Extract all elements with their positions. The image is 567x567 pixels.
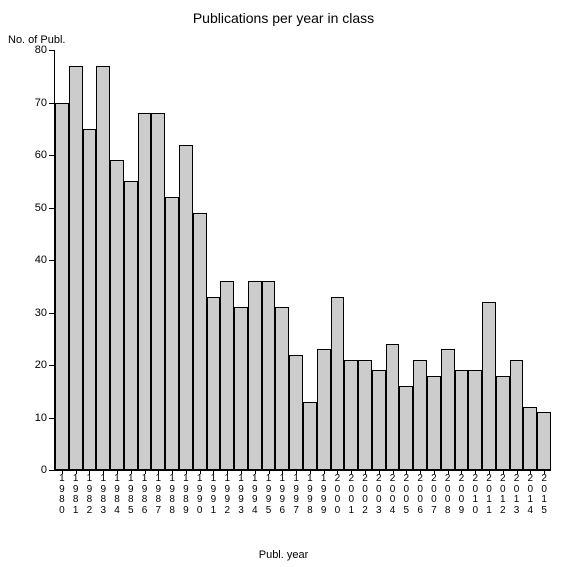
bar	[55, 103, 69, 471]
x-tick-label: 1 9 8 2	[83, 474, 96, 516]
bar	[138, 113, 152, 470]
x-tick-label: 2 0 1 3	[510, 474, 523, 516]
x-tick-label: 1 9 8 4	[111, 474, 124, 516]
bar	[69, 66, 83, 470]
x-axis-label: Publ. year	[0, 549, 567, 561]
y-tick	[49, 103, 55, 104]
y-tick	[49, 260, 55, 261]
chart-title: Publications per year in class	[0, 10, 567, 26]
y-tick	[49, 50, 55, 51]
x-tick-label: 1 9 9 7	[290, 474, 303, 516]
x-tick-label: 2 0 1 1	[483, 474, 496, 516]
y-tick	[49, 313, 55, 314]
x-tick-label: 1 9 9 4	[248, 474, 261, 516]
y-tick	[49, 155, 55, 156]
bar	[523, 407, 537, 470]
y-tick-label: 80	[35, 44, 47, 56]
x-tick-label: 2 0 1 2	[496, 474, 509, 516]
bar	[165, 197, 179, 470]
bar	[372, 370, 386, 470]
x-tick-label: 1 9 8 7	[152, 474, 165, 516]
bar	[262, 281, 276, 470]
bar	[358, 360, 372, 470]
bar	[151, 113, 165, 470]
y-tick-label: 10	[35, 412, 47, 424]
x-tick-label: 2 0 0 2	[359, 474, 372, 516]
bar	[468, 370, 482, 470]
bar	[289, 355, 303, 471]
x-tick-label: 1 9 8 1	[69, 474, 82, 516]
x-tick-label: 1 9 9 6	[276, 474, 289, 516]
y-tick-label: 60	[35, 149, 47, 161]
bar	[441, 349, 455, 470]
x-tick-label: 1 9 8 3	[97, 474, 110, 516]
x-tick-label: 1 9 9 8	[303, 474, 316, 516]
x-tick-label: 2 0 1 5	[538, 474, 551, 516]
x-tick-label: 1 9 8 0	[55, 474, 68, 516]
x-tick-label: 2 0 0 7	[427, 474, 440, 516]
x-tick-label: 2 0 0 9	[455, 474, 468, 516]
y-tick-label: 0	[41, 464, 47, 476]
bar	[207, 297, 221, 470]
bar	[124, 181, 138, 470]
x-tick-label: 2 0 1 4	[524, 474, 537, 516]
y-tick	[49, 418, 55, 419]
bar	[413, 360, 427, 470]
bar	[275, 307, 289, 470]
y-tick	[49, 208, 55, 209]
bar	[83, 129, 97, 470]
bar	[386, 344, 400, 470]
x-tick-label: 2 0 0 5	[400, 474, 413, 516]
x-tick-label: 1 9 9 1	[207, 474, 220, 516]
x-tick-label: 2 0 0 0	[331, 474, 344, 516]
x-tick-label: 1 9 8 6	[138, 474, 151, 516]
y-tick-label: 20	[35, 359, 47, 371]
y-tick-label: 40	[35, 254, 47, 266]
x-tick-label: 1 9 8 8	[166, 474, 179, 516]
bar	[496, 376, 510, 471]
bar	[248, 281, 262, 470]
x-tick-label: 1 9 9 9	[317, 474, 330, 516]
bar	[455, 370, 469, 470]
bar	[110, 160, 124, 470]
bar	[399, 386, 413, 470]
x-tick-label: 2 0 1 0	[469, 474, 482, 516]
y-tick-label: 30	[35, 307, 47, 319]
bar	[234, 307, 248, 470]
bar	[303, 402, 317, 470]
y-tick-label: 70	[35, 97, 47, 109]
y-tick-label: 50	[35, 202, 47, 214]
bar	[179, 145, 193, 471]
bar	[193, 213, 207, 470]
x-tick-label: 2 0 0 6	[414, 474, 427, 516]
x-tick-label: 1 9 9 3	[235, 474, 248, 516]
x-tick-label: 1 9 9 5	[262, 474, 275, 516]
x-tick-label: 2 0 0 8	[441, 474, 454, 516]
bar	[96, 66, 110, 470]
bar	[427, 376, 441, 471]
x-tick-label: 1 9 8 9	[179, 474, 192, 516]
plot-area: 010203040506070801 9 8 01 9 8 11 9 8 21 …	[54, 50, 551, 471]
bar	[344, 360, 358, 470]
bar	[537, 412, 551, 470]
x-tick-label: 2 0 0 3	[372, 474, 385, 516]
bar	[220, 281, 234, 470]
x-tick-label: 1 9 9 2	[221, 474, 234, 516]
bars-group	[55, 50, 551, 470]
y-tick	[49, 365, 55, 366]
bar	[331, 297, 345, 470]
x-tick-label: 2 0 0 4	[386, 474, 399, 516]
bar	[510, 360, 524, 470]
x-tick-label: 1 9 8 5	[124, 474, 137, 516]
bar	[482, 302, 496, 470]
y-tick	[49, 470, 55, 471]
x-tick-label: 2 0 0 1	[345, 474, 358, 516]
bar	[317, 349, 331, 470]
chart-container: Publications per year in class No. of Pu…	[0, 0, 567, 567]
x-tick-label: 1 9 9 0	[193, 474, 206, 516]
